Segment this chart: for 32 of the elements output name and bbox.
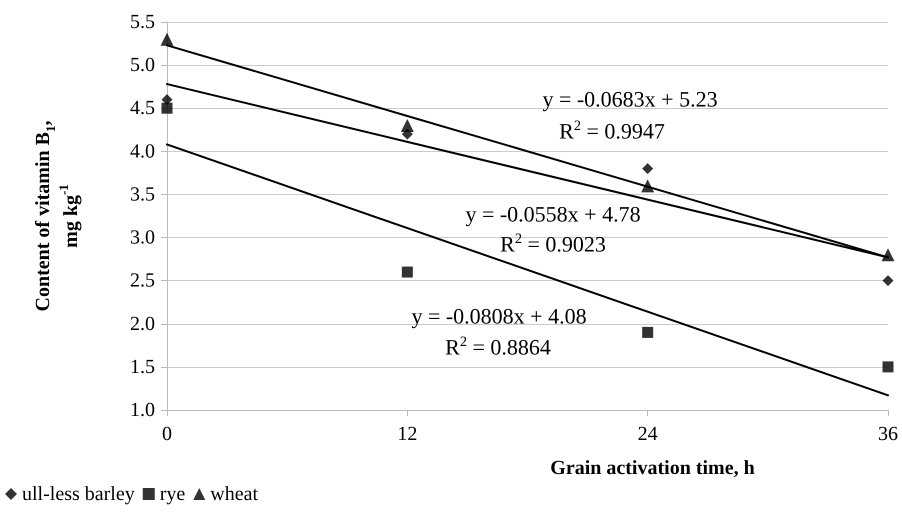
y-tick-label: 1.0 — [130, 399, 155, 421]
y-tick-label: 5.0 — [130, 54, 155, 76]
point — [160, 32, 174, 46]
legend-label: wheat — [210, 483, 258, 505]
legend-label: ull-less barley — [22, 483, 135, 505]
point — [641, 179, 654, 192]
legend-label: rye — [160, 483, 186, 505]
line-series — [166, 143, 889, 396]
point — [642, 163, 654, 174]
point — [882, 275, 894, 286]
y-tick-label: 4.0 — [130, 140, 155, 162]
y-tick-label: 3.5 — [130, 183, 155, 206]
annotation: y = -0.0683x + 5.23 — [542, 86, 718, 112]
point — [642, 326, 654, 338]
y-tick-label: 2.5 — [130, 270, 155, 292]
y-tick-label: 5.5 — [130, 11, 155, 33]
point — [882, 248, 894, 262]
point — [882, 361, 894, 372]
y-tick-label: 1.5 — [130, 356, 155, 378]
point — [402, 266, 413, 278]
point — [400, 118, 414, 132]
point — [162, 102, 172, 114]
y-tick-label: 2.0 — [130, 312, 155, 335]
x-tick-label: 36 — [878, 423, 898, 445]
y-tick-label: 4.5 — [130, 97, 155, 120]
x-axis-title: Grain activation time, h — [550, 457, 755, 479]
x-tick-label: 0 — [162, 423, 172, 445]
annotation: y = -0.0808x + 4.08 — [411, 304, 587, 328]
y-tick-label: 3.0 — [130, 226, 155, 249]
x-tick-label: 12 — [397, 423, 418, 445]
x-tick-label: 24 — [638, 423, 658, 445]
annotation: y = -0.0558x + 4.78 — [465, 202, 641, 226]
